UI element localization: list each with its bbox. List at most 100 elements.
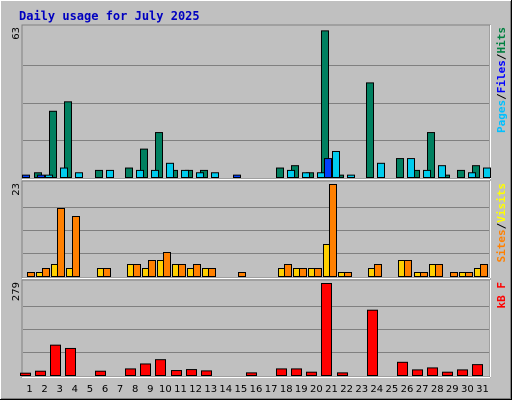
bar-hits — [366, 82, 374, 178]
bar-pages — [287, 169, 295, 178]
bar-sites — [27, 272, 35, 277]
bar-sites — [284, 264, 292, 277]
x-tick-label: 17 — [265, 384, 278, 395]
legend-kbytes: kB F — [495, 282, 508, 309]
chart-title: Daily usage for July 2025 — [19, 9, 200, 23]
x-tick-label: 1 — [26, 384, 32, 395]
bar-pages — [196, 172, 204, 178]
bar-pages — [423, 169, 431, 178]
panel-frame — [21, 180, 491, 279]
bar-hits — [321, 30, 329, 178]
bar-files — [324, 158, 332, 178]
x-tick-label: 4 — [72, 384, 78, 395]
series-kb-f — [20, 283, 483, 377]
bar-pages — [377, 162, 385, 179]
bar-kb-f — [276, 368, 287, 377]
bar-sites — [374, 264, 382, 277]
bar-sites — [480, 264, 488, 277]
x-tick-label: 31 — [476, 384, 489, 395]
bar-sites — [299, 268, 307, 277]
bar-sites — [450, 272, 458, 277]
bar-sites — [420, 272, 428, 277]
x-tick-label: 5 — [87, 384, 93, 395]
legend-entry: Visits — [495, 183, 508, 223]
bar-pages — [75, 172, 83, 178]
bar-kb-f — [201, 370, 212, 377]
x-tick-label: 22 — [340, 384, 353, 395]
bar-sites — [57, 208, 65, 277]
bar-pages — [438, 165, 446, 179]
bar-sites — [148, 260, 156, 277]
bar-pages — [60, 167, 68, 179]
bar-kb-f — [155, 359, 166, 377]
legend-entry: Files — [495, 60, 508, 93]
x-tick-label: 20 — [310, 384, 323, 395]
x-tick-label: 21 — [325, 384, 338, 395]
bar-kb-f — [95, 370, 106, 376]
x-tick-label: 16 — [250, 384, 263, 395]
bar-sites — [208, 268, 216, 277]
bar-pages — [468, 172, 476, 178]
x-tick-label: 18 — [280, 384, 293, 395]
x-tick-label: 29 — [446, 384, 459, 395]
legend-entry: Pages — [495, 100, 508, 133]
bar-sites — [344, 272, 352, 277]
bar-kb-f — [140, 363, 151, 376]
bar-sites — [238, 272, 246, 277]
bar-pages — [211, 172, 219, 178]
y-max-label: 23 — [11, 183, 22, 196]
bar-sites — [103, 268, 111, 277]
bar-kb-f — [306, 371, 317, 377]
legend-entry: / — [495, 93, 508, 100]
x-tick-label: 28 — [431, 384, 444, 395]
bar-pages — [317, 172, 325, 178]
x-tick-label: 15 — [235, 384, 248, 395]
bar-pages — [483, 167, 491, 179]
bar-hits — [396, 158, 404, 178]
legend-visits: Sites/Visits — [495, 183, 508, 263]
panel-visits: 23 Sites/Visits — [11, 180, 508, 279]
bar-pages — [136, 169, 144, 178]
x-tick-label: 6 — [102, 384, 108, 395]
x-tick-label: 25 — [386, 384, 399, 395]
x-tick-label: 2 — [41, 384, 47, 395]
bar-pages — [181, 169, 189, 178]
panel-frame — [21, 24, 491, 180]
bar-hits — [276, 167, 284, 179]
x-tick-label: 19 — [295, 384, 308, 395]
panel-frame — [21, 279, 491, 378]
bar-files — [22, 174, 30, 178]
bar-pages — [166, 162, 174, 179]
x-tick-label: 27 — [416, 384, 429, 395]
bar-kb-f — [412, 369, 423, 376]
bar-hits — [64, 101, 72, 178]
series-files — [22, 158, 332, 178]
y-max-label: 279 — [11, 282, 22, 301]
bar-pages — [45, 174, 53, 178]
series-sites — [27, 184, 488, 277]
bar-sites — [329, 184, 337, 277]
bar-pages — [347, 174, 355, 178]
series-pages — [45, 150, 491, 179]
x-tick-label: 12 — [189, 384, 202, 395]
bar-kb-f — [171, 370, 182, 377]
bar-sites — [178, 264, 186, 277]
x-tick-label: 30 — [461, 384, 474, 395]
legend-entry: / — [495, 222, 508, 229]
bar-kb-f — [427, 367, 438, 377]
bar-sites — [163, 252, 171, 277]
x-tick-label: 26 — [401, 384, 414, 395]
legend-entry: / — [495, 53, 508, 60]
bar-kb-f — [125, 368, 136, 377]
legend-entry: Hits — [495, 27, 508, 54]
bar-hits — [457, 169, 465, 178]
panel-kbytes: 279 kB F — [11, 279, 508, 378]
x-tick-label: 7 — [117, 384, 123, 395]
bar-kb-f — [442, 371, 453, 377]
bar-sites — [42, 268, 50, 277]
bar-pages — [407, 158, 415, 178]
bar-kb-f — [337, 372, 348, 376]
x-tick-label: 13 — [204, 384, 217, 395]
